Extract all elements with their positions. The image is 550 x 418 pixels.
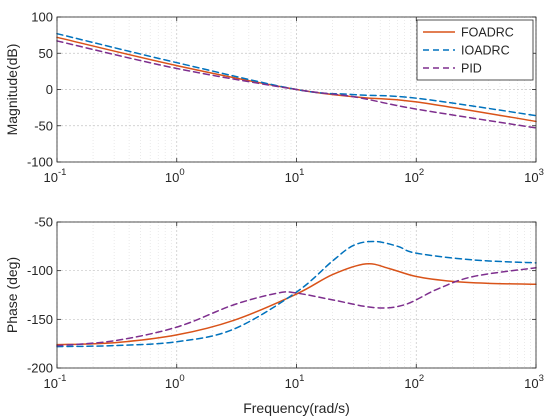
x-axis-label: Frequency(rad/s) bbox=[243, 400, 350, 416]
series-line-pid bbox=[56, 267, 537, 347]
series-line-pid bbox=[56, 40, 537, 129]
x-tick-base: 10 bbox=[165, 170, 179, 185]
y-tick-label: 50 bbox=[39, 46, 53, 61]
x-tick-exponent: 1 bbox=[299, 373, 304, 384]
y-tick-label: -100 bbox=[27, 263, 53, 278]
x-tick-label: 101 bbox=[285, 373, 305, 391]
x-tick-exponent: 0 bbox=[179, 373, 184, 384]
y-axis-label: Magnitude(dB) bbox=[4, 44, 20, 136]
legend-label: IOADRC bbox=[461, 44, 510, 58]
x-tick-label: 103 bbox=[524, 373, 544, 391]
x-tick-base: 10 bbox=[44, 170, 58, 185]
x-tick-label: 101 bbox=[285, 167, 305, 185]
x-tick-base: 10 bbox=[165, 376, 179, 391]
x-tick-exponent: 2 bbox=[419, 167, 424, 178]
x-tick-exponent: -1 bbox=[58, 373, 66, 384]
x-tick-exponent: 1 bbox=[299, 167, 304, 178]
series-line-ioadrc bbox=[56, 240, 537, 348]
y-tick-label: -50 bbox=[34, 118, 53, 133]
x-tick-label: 10-1 bbox=[44, 373, 67, 391]
x-tick-base: 10 bbox=[404, 170, 418, 185]
legend-label: PID bbox=[461, 62, 482, 76]
x-tick-label: 100 bbox=[165, 167, 185, 185]
x-tick-label: 10-1 bbox=[44, 167, 67, 185]
x-tick-exponent: 3 bbox=[539, 167, 544, 178]
x-tick-exponent: 2 bbox=[419, 373, 424, 384]
x-tick-label: 102 bbox=[404, 373, 424, 391]
x-tick-base: 10 bbox=[285, 376, 299, 391]
x-tick-exponent: -1 bbox=[58, 167, 66, 178]
x-tick-base: 10 bbox=[524, 170, 538, 185]
y-tick-label: -150 bbox=[27, 312, 53, 327]
x-tick-label: 102 bbox=[404, 167, 424, 185]
legend-label: FOADRC bbox=[461, 26, 514, 40]
magnitude-subplot: 10-1 100 101 102 103100500-50-100Magnitude(d… bbox=[4, 10, 544, 186]
x-tick-exponent: 0 bbox=[179, 167, 184, 178]
x-tick-label: 100 bbox=[165, 373, 185, 391]
x-tick-base: 10 bbox=[404, 376, 418, 391]
y-tick-label: -200 bbox=[27, 361, 53, 376]
x-tick-base: 10 bbox=[524, 376, 538, 391]
x-tick-base: 10 bbox=[44, 376, 58, 391]
y-tick-label: 100 bbox=[31, 10, 53, 25]
y-tick-label: 0 bbox=[46, 82, 53, 97]
legend: FOADRC IOADRC PID bbox=[416, 19, 534, 81]
x-tick-label: 103 bbox=[524, 167, 544, 185]
y-tick-label: -50 bbox=[34, 215, 53, 230]
series-line-foadrc bbox=[56, 36, 537, 123]
x-tick-exponent: 3 bbox=[539, 373, 544, 384]
x-tick-base: 10 bbox=[285, 170, 299, 185]
y-tick-label: -100 bbox=[27, 155, 53, 170]
y-axis-label: Phase (deg) bbox=[4, 257, 20, 333]
